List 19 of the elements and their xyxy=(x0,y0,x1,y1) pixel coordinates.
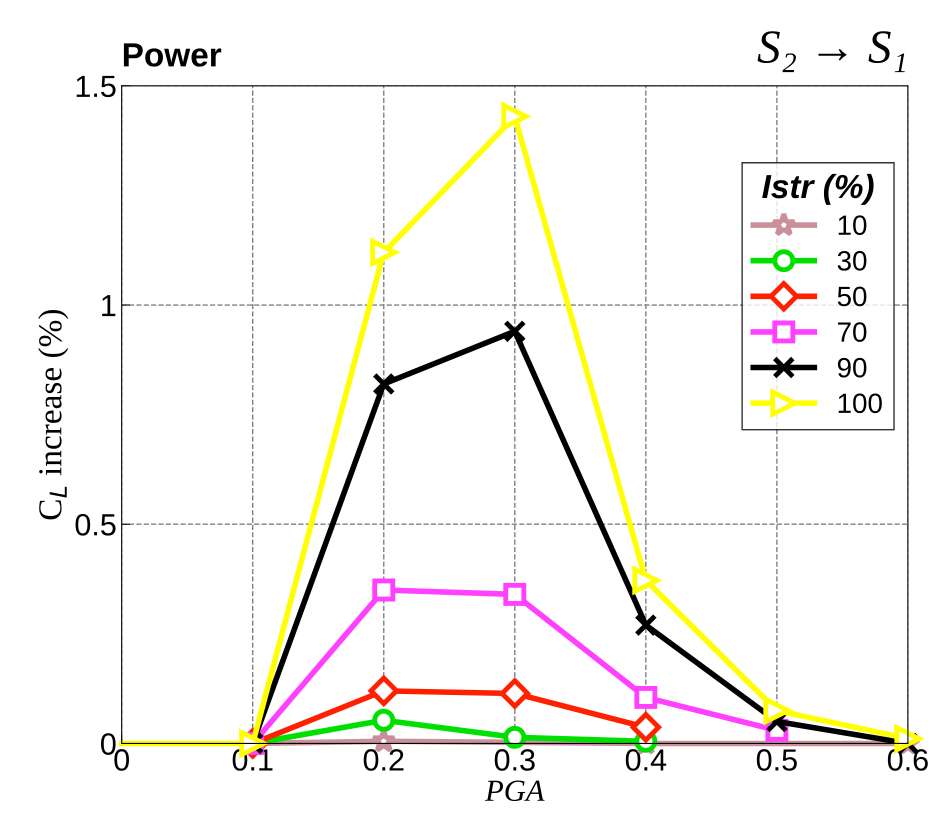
y-tick-label: 1 xyxy=(102,295,116,316)
y-tick-label: 0 xyxy=(101,733,116,755)
legend-label: 30 xyxy=(838,251,866,271)
x-tick-label: 0.4 xyxy=(626,749,666,771)
y-tick-label: 0.5 xyxy=(76,514,116,536)
legend-label: 50 xyxy=(838,286,866,306)
chart-title: Power xyxy=(124,43,222,67)
x-axis-title: PGA xyxy=(484,780,545,802)
legend-label: 90 xyxy=(838,358,866,378)
text: S₂ → S₁ xyxy=(758,31,905,72)
x-tick-label: 0.2 xyxy=(364,749,404,771)
x-tick-label: 0.3 xyxy=(494,749,535,771)
legend-label: 70 xyxy=(838,322,866,342)
legend-label: 100 xyxy=(838,393,882,414)
y-tick-label: 1.5 xyxy=(76,76,116,98)
x-tick-label: 0.5 xyxy=(756,749,797,771)
y-axis-title: C$_{L}$ increase (%) xyxy=(38,310,68,520)
legend-title: Istr (%) xyxy=(762,174,874,205)
legend-label: 10 xyxy=(838,215,866,236)
